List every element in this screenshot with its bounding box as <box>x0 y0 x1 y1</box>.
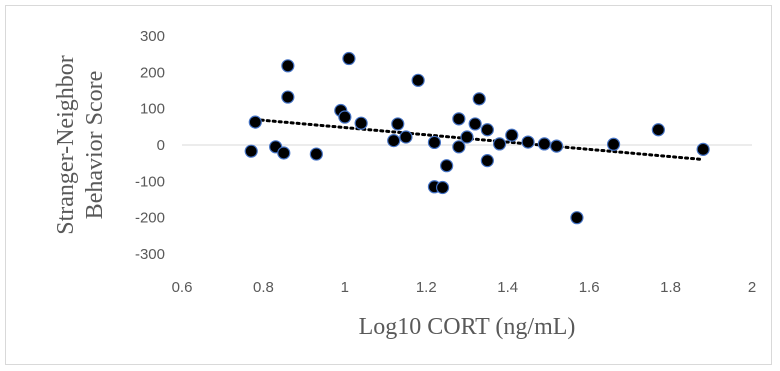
data-point <box>387 134 401 148</box>
chart-area <box>5 5 772 365</box>
y-axis-title-line-1: Stranger-Neighbor <box>53 55 79 234</box>
y-axis-title-line-2: Behavior Score <box>82 71 108 220</box>
x-tick-label: 0.8 <box>253 279 274 296</box>
x-tick-label: 1.6 <box>579 279 600 296</box>
data-point <box>399 130 413 144</box>
data-point <box>338 110 352 124</box>
data-point <box>537 137 551 151</box>
data-point <box>452 112 466 126</box>
x-tick-label: 1.4 <box>497 279 518 296</box>
data-point <box>244 144 258 158</box>
y-tick-label: 300 <box>140 28 165 45</box>
x-tick-label: 1 <box>341 279 349 296</box>
trendline <box>253 118 705 162</box>
data-point <box>435 180 450 195</box>
x-tick-label: 1.2 <box>416 279 437 296</box>
data-point <box>492 137 507 151</box>
data-point <box>342 51 356 66</box>
y-tick-label: -300 <box>135 246 165 263</box>
y-tick-label: -200 <box>135 210 165 227</box>
data-point <box>309 147 323 161</box>
x-tick-label: 2 <box>748 279 756 296</box>
data-point <box>277 146 291 160</box>
y-tick-label: 100 <box>140 101 165 118</box>
data-point <box>651 123 665 137</box>
data-point <box>248 115 262 129</box>
x-axis-ticks: 0.6 0.8 1 1.2 1.4 1.6 1.8 2 <box>172 279 757 296</box>
data-point <box>354 116 368 130</box>
data-point <box>427 135 442 150</box>
data-point <box>440 159 454 173</box>
x-tick-label: 0.6 <box>172 279 193 296</box>
data-point <box>468 117 482 131</box>
y-tick-label: 0 <box>157 137 165 154</box>
data-point <box>521 135 535 149</box>
data-point <box>452 140 466 154</box>
y-tick-label: 200 <box>140 64 165 81</box>
y-tick-label: -100 <box>135 173 165 190</box>
data-point <box>411 73 425 87</box>
data-point <box>696 142 710 156</box>
x-axis-title: Log10 CORT (ng/mL) <box>359 314 576 340</box>
data-point <box>480 154 494 168</box>
data-point <box>472 92 486 106</box>
data-point <box>460 130 474 144</box>
data-point <box>480 123 494 137</box>
data-points <box>244 51 710 225</box>
y-axis-ticks: 300 200 100 0 -100 -200 -300 <box>135 28 165 263</box>
data-point <box>505 128 519 142</box>
data-point <box>391 117 405 131</box>
x-tick-label: 1.8 <box>660 279 681 296</box>
data-point <box>606 137 621 151</box>
data-point <box>549 139 564 153</box>
data-point <box>570 211 584 225</box>
data-point <box>281 59 295 73</box>
data-point <box>281 90 295 104</box>
